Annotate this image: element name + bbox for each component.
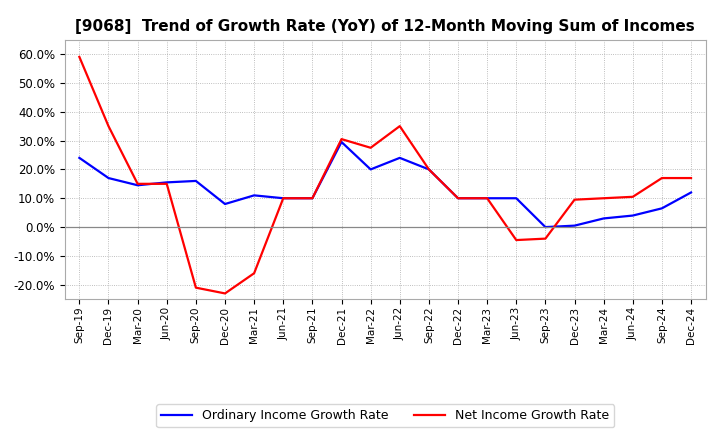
Net Income Growth Rate [687,176,696,181]
Net Income Growth Rate [395,124,404,129]
Ordinary Income Growth Rate [395,155,404,161]
Ordinary Income Growth Rate [75,155,84,161]
Ordinary Income Growth Rate [220,202,229,207]
Line: Ordinary Income Growth Rate: Ordinary Income Growth Rate [79,142,691,227]
Net Income Growth Rate [512,238,521,243]
Ordinary Income Growth Rate [366,167,375,172]
Net Income Growth Rate [104,124,113,129]
Ordinary Income Growth Rate [657,205,666,211]
Net Income Growth Rate [163,181,171,187]
Title: [9068]  Trend of Growth Rate (YoY) of 12-Month Moving Sum of Incomes: [9068] Trend of Growth Rate (YoY) of 12-… [76,19,695,34]
Ordinary Income Growth Rate [454,196,462,201]
Ordinary Income Growth Rate [629,213,637,218]
Ordinary Income Growth Rate [483,196,492,201]
Net Income Growth Rate [308,196,317,201]
Net Income Growth Rate [599,196,608,201]
Net Income Growth Rate [483,196,492,201]
Ordinary Income Growth Rate [512,196,521,201]
Ordinary Income Growth Rate [570,223,579,228]
Net Income Growth Rate [250,271,258,276]
Net Income Growth Rate [454,196,462,201]
Ordinary Income Growth Rate [599,216,608,221]
Net Income Growth Rate [657,176,666,181]
Net Income Growth Rate [366,145,375,150]
Ordinary Income Growth Rate [541,224,550,230]
Net Income Growth Rate [541,236,550,241]
Ordinary Income Growth Rate [192,178,200,183]
Ordinary Income Growth Rate [133,183,142,188]
Ordinary Income Growth Rate [279,196,287,201]
Ordinary Income Growth Rate [687,190,696,195]
Net Income Growth Rate [220,291,229,296]
Net Income Growth Rate [75,54,84,59]
Net Income Growth Rate [337,136,346,142]
Net Income Growth Rate [133,181,142,187]
Line: Net Income Growth Rate: Net Income Growth Rate [79,57,691,293]
Net Income Growth Rate [279,196,287,201]
Net Income Growth Rate [425,167,433,172]
Ordinary Income Growth Rate [104,176,113,181]
Net Income Growth Rate [192,285,200,290]
Net Income Growth Rate [570,197,579,202]
Legend: Ordinary Income Growth Rate, Net Income Growth Rate: Ordinary Income Growth Rate, Net Income … [156,404,614,427]
Ordinary Income Growth Rate [308,196,317,201]
Ordinary Income Growth Rate [425,167,433,172]
Ordinary Income Growth Rate [250,193,258,198]
Ordinary Income Growth Rate [163,180,171,185]
Net Income Growth Rate [629,194,637,199]
Ordinary Income Growth Rate [337,139,346,145]
